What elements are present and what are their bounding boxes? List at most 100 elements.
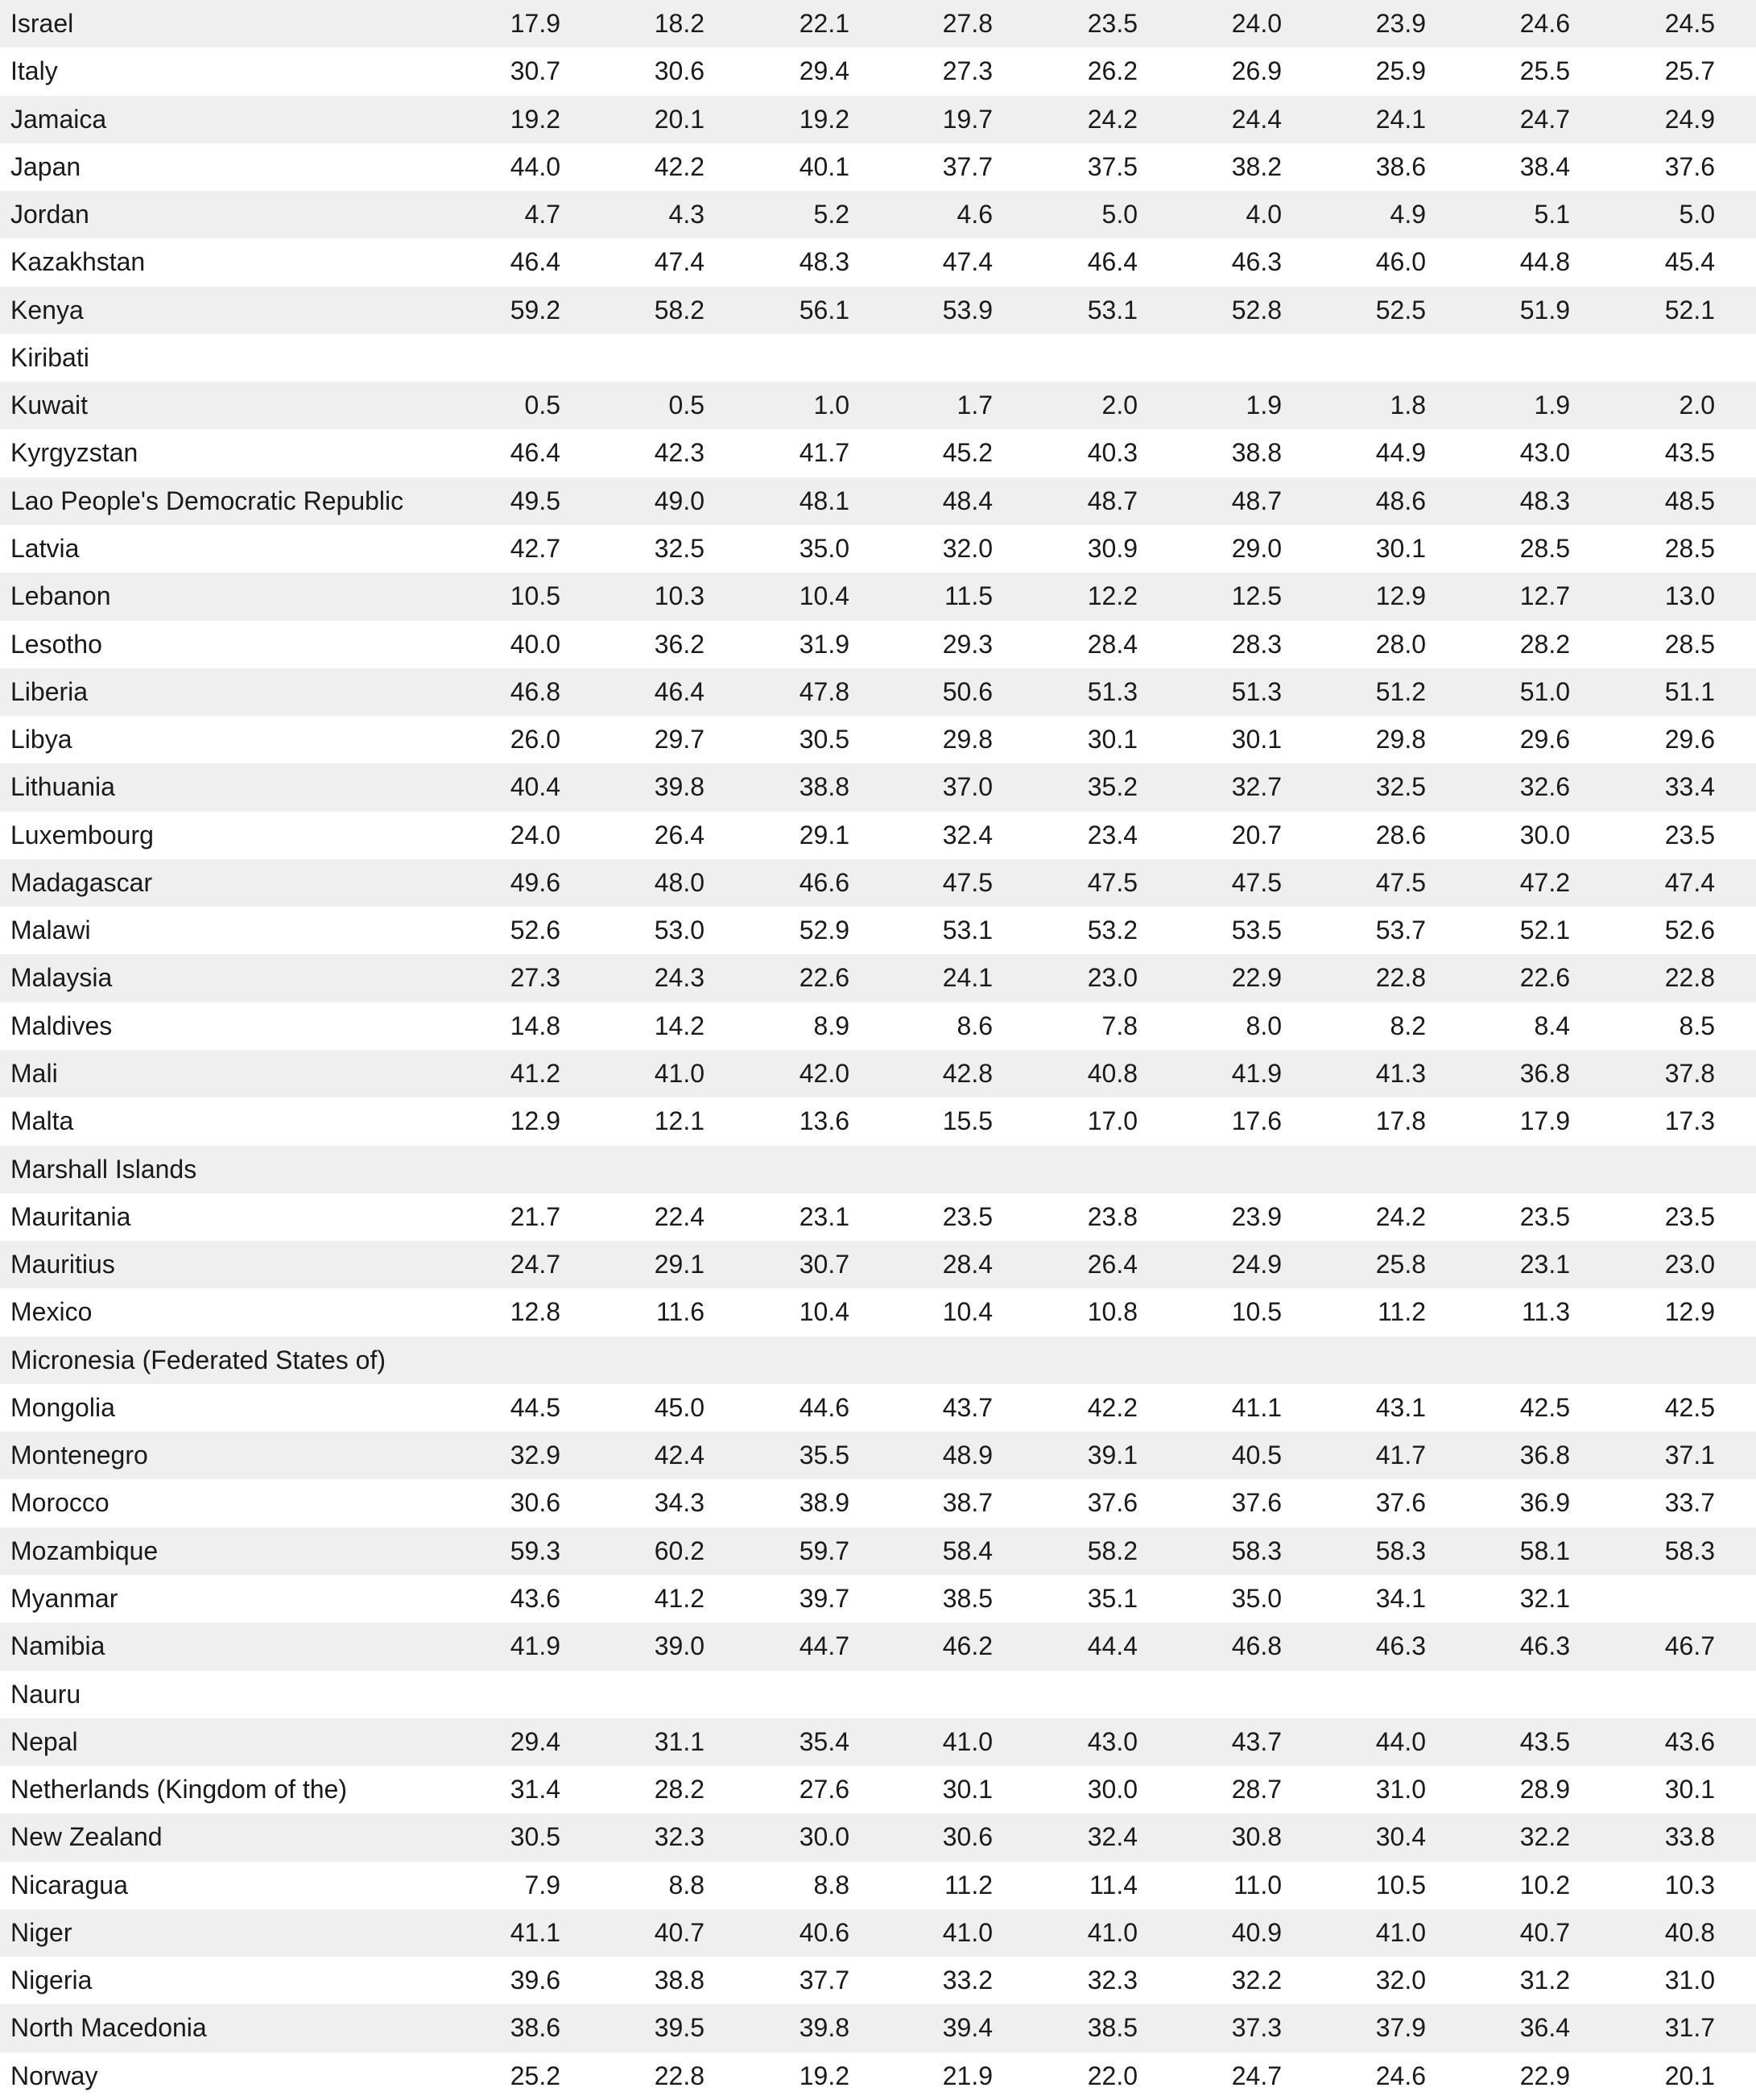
value-cell: 20.7: [1231, 820, 1282, 850]
value-cell: 10.4: [942, 1297, 993, 1327]
value-cell: 46.0: [1375, 247, 1426, 277]
table-row: Israel 17.9 18.2 22.1 27.8 23.5 24.0 23.9 24.6 24…: [0, 0, 1756, 48]
value-cell: 18.2: [654, 9, 704, 38]
value-cell: 38.4: [1519, 151, 1570, 181]
value-cell: 17.3: [1664, 1106, 1715, 1136]
value-cell: 29.6: [1519, 725, 1570, 754]
table-row: Myanmar 43.6 41.2 39.7 38.5 35.1 35.0 34.1 32.1: [0, 1575, 1756, 1623]
table-row: Marshall Islands: [0, 1145, 1756, 1193]
value-cell: 24.1: [942, 963, 993, 993]
table-row: Kuwait 0.5 0.5 1.0 1.7 2.0 1.9 1.8 1.9 2.0: [0, 382, 1756, 430]
country-name: Israel: [10, 9, 74, 38]
value-cell: 41.0: [654, 1059, 704, 1088]
value-cell: 15.5: [942, 1106, 993, 1136]
value-cell: 17.9: [510, 9, 560, 38]
value-cell: 30.8: [1231, 1822, 1282, 1852]
value-cell: 4.6: [957, 200, 993, 229]
value-cell: 23.9: [1231, 1201, 1282, 1231]
value-cell: 29.8: [1375, 725, 1426, 754]
country-name: Madagascar: [10, 867, 153, 897]
value-cell: 58.4: [942, 1536, 993, 1565]
value-cell: 46.3: [1519, 1631, 1570, 1661]
value-cell: 42.8: [942, 1059, 993, 1088]
value-cell: 38.5: [1087, 2013, 1138, 2043]
value-cell: 53.2: [1087, 916, 1138, 945]
value-cell: 19.2: [799, 104, 849, 134]
country-name: Nepal: [10, 1726, 78, 1756]
value-cell: 20.1: [1664, 2061, 1715, 2090]
table-row: Lebanon 10.5 10.3 10.4 11.5 12.2 12.5 12.9 12.7 1…: [0, 573, 1756, 621]
value-cell: 37.7: [799, 1966, 849, 1995]
country-name: Nigeria: [10, 1966, 93, 1995]
value-cell: 51.0: [1519, 676, 1570, 706]
value-cell: 34.1: [1375, 1584, 1426, 1613]
value-cell: 39.8: [654, 772, 704, 802]
value-cell: 22.8: [1664, 963, 1715, 993]
value-cell: 31.7: [1664, 2013, 1715, 2043]
table-row: Mauritania 21.7 22.4 23.1 23.5 23.8 23.9 24.2 23…: [0, 1193, 1756, 1241]
country-name: Malta: [10, 1106, 74, 1136]
value-cell: 26.4: [1087, 1250, 1138, 1279]
value-cell: 25.8: [1375, 1250, 1426, 1279]
table-row: Kenya 59.2 58.2 56.1 53.9 53.1 52.8 52.5 51.9 52.…: [0, 286, 1756, 334]
value-cell: 28.5: [1519, 534, 1570, 563]
country-name: Mexico: [10, 1297, 93, 1327]
value-cell: 42.3: [654, 438, 704, 468]
value-cell: 51.3: [1231, 676, 1282, 706]
value-cell: 11.2: [944, 1870, 993, 1900]
value-cell: 58.2: [1087, 1536, 1138, 1565]
value-cell: 43.5: [1519, 1726, 1570, 1756]
value-cell: 51.2: [1375, 676, 1426, 706]
value-cell: 45.2: [942, 438, 993, 468]
value-cell: 51.1: [1664, 676, 1715, 706]
value-cell: 24.5: [1664, 9, 1715, 38]
value-cell: 4.9: [1390, 200, 1426, 229]
value-cell: 58.3: [1664, 1536, 1715, 1565]
value-cell: 22.8: [654, 2061, 704, 2090]
country-name: Libya: [10, 725, 72, 754]
country-name: Luxembourg: [10, 820, 154, 850]
value-cell: 5.1: [1534, 200, 1570, 229]
value-cell: 0.5: [668, 391, 704, 420]
value-cell: 23.0: [1087, 963, 1138, 993]
value-cell: 40.4: [510, 772, 560, 802]
value-cell: 30.0: [1087, 1775, 1138, 1804]
table-row: Jordan 4.7 4.3 5.2 4.6 5.0 4.0 4.9 5.1 5.0: [0, 191, 1756, 239]
value-cell: 35.2: [1087, 772, 1138, 802]
value-cell: 5.0: [1101, 200, 1138, 229]
table-row: Maldives 14.8 14.2 8.9 8.6 7.8 8.0 8.2 8.4 8.5: [0, 1002, 1756, 1050]
value-cell: 38.6: [510, 2013, 560, 2043]
value-cell: 53.1: [942, 916, 993, 945]
value-cell: 43.0: [1519, 438, 1570, 468]
value-cell: 43.7: [942, 1392, 993, 1422]
value-cell: 42.4: [654, 1441, 704, 1470]
country-name: Kazakhstan: [10, 247, 146, 277]
value-cell: 32.9: [510, 1441, 560, 1470]
value-cell: 44.6: [799, 1392, 849, 1422]
value-cell: 30.9: [1087, 534, 1138, 563]
country-name: Kiribati: [10, 342, 89, 372]
value-cell: 25.5: [1519, 56, 1570, 86]
value-cell: 22.4: [654, 1201, 704, 1231]
value-cell: 46.3: [1375, 1631, 1426, 1661]
value-cell: 32.2: [1519, 1822, 1570, 1852]
value-cell: 28.6: [1375, 820, 1426, 850]
value-cell: 10.2: [1519, 1870, 1570, 1900]
value-cell: 2.0: [1679, 391, 1715, 420]
value-cell: 23.5: [1519, 1201, 1570, 1231]
value-cell: 35.4: [799, 1726, 849, 1756]
value-cell: 47.5: [942, 867, 993, 897]
value-cell: 38.5: [942, 1584, 993, 1613]
value-cell: 58.3: [1375, 1536, 1426, 1565]
value-cell: 12.9: [1664, 1297, 1715, 1327]
value-cell: 58.1: [1519, 1536, 1570, 1565]
value-cell: 24.4: [1231, 104, 1282, 134]
value-cell: 28.4: [942, 1250, 993, 1279]
value-cell: 10.4: [799, 1297, 849, 1327]
value-cell: 11.4: [1089, 1870, 1138, 1900]
value-cell: 10.3: [1664, 1870, 1715, 1900]
country-name: New Zealand: [10, 1822, 163, 1852]
value-cell: 60.2: [654, 1536, 704, 1565]
country-name: Norway: [10, 2061, 98, 2090]
value-cell: 38.8: [799, 772, 849, 802]
